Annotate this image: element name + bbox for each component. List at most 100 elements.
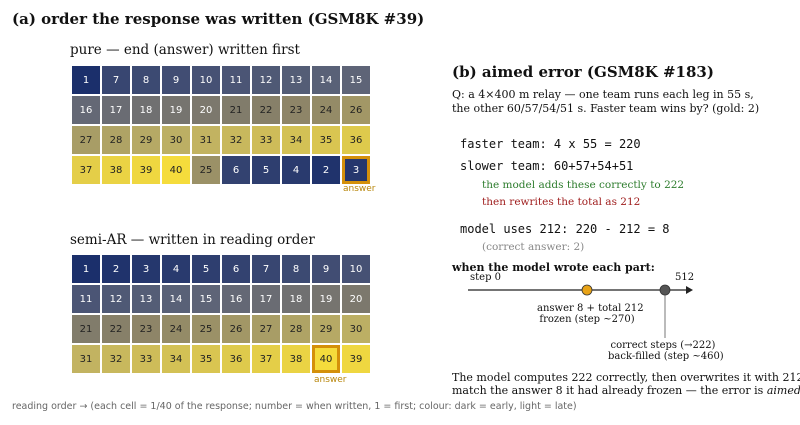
pure-grid-cell: 12: [252, 66, 280, 94]
pure-grid-cell: 5: [252, 156, 280, 184]
note-correct-sum: the model adds these correctly to 222: [482, 179, 685, 191]
semi-grid-cell: 11: [72, 285, 100, 313]
semi-grid-cell: 30: [342, 315, 370, 343]
semi-grid-cell: 9: [312, 255, 340, 283]
semi-grid-cell: 35: [192, 345, 220, 373]
marker1-line-2: frozen (step ~270): [539, 314, 635, 325]
semi-grid-cell: 36: [222, 345, 250, 373]
faster-team-line: faster team: 4 x 55 = 220: [460, 137, 641, 151]
semi-grid-cell: 1: [72, 255, 100, 283]
question-line-1: Q: a 4×400 m relay — one team runs each …: [452, 88, 754, 101]
pure-grid-cell: 22: [252, 96, 280, 124]
timeline-arrowhead: [686, 286, 693, 294]
semi-subtitle: semi-AR — written in reading order: [70, 232, 315, 248]
semi-grid-cell: 27: [252, 315, 280, 343]
pure-grid-cell: 11: [222, 66, 250, 94]
pure-grid-cell: 9: [162, 66, 190, 94]
pure-order-grid: 1 7 8 9 10 11 12 13 14 15 16 17 18 19 20 21 22 23 24 26 27 28…: [72, 66, 370, 184]
semi-grid-cell: 15: [192, 285, 220, 313]
pure-grid-cell: 3: [342, 156, 370, 184]
pure-grid-cell: 32: [222, 126, 250, 154]
marker1-line-1: answer 8 + total 212: [537, 303, 644, 314]
semi-grid-cell: 2: [102, 255, 130, 283]
pure-grid-cell: 13: [282, 66, 310, 94]
semi-grid-cell: 26: [222, 315, 250, 343]
semi-order-grid: 1 2 3 4 5 6 7 8 9 10 11 12 13 14 15 16 17 18 19 20 21 22 23 24 2…: [72, 255, 370, 373]
pure-grid-cell: 7: [102, 66, 130, 94]
semi-grid-cell: 22: [102, 315, 130, 343]
semi-grid-cell: 31: [72, 345, 100, 373]
semi-grid-cell: 19: [312, 285, 340, 313]
pure-grid-cell: 38: [102, 156, 130, 184]
semi-grid-cell: 38: [282, 345, 310, 373]
semi-grid-cell: 3: [132, 255, 160, 283]
semi-grid-cell: 18: [282, 285, 310, 313]
semi-grid-cell: 39: [342, 345, 370, 373]
pure-grid-cell: 17: [102, 96, 130, 124]
pure-grid-cell: 35: [312, 126, 340, 154]
pure-grid-cell: 27: [72, 126, 100, 154]
pure-grid-cell: 28: [102, 126, 130, 154]
pure-grid-cell: 25: [192, 156, 220, 184]
semi-grid-cell: 5: [192, 255, 220, 283]
pure-grid-cell: 23: [282, 96, 310, 124]
pure-grid-cell: 10: [192, 66, 220, 94]
pure-grid-cell: 30: [162, 126, 190, 154]
semi-grid-cell: 4: [162, 255, 190, 283]
step-end-label: 512: [675, 272, 695, 283]
semi-grid-cell: 16: [222, 285, 250, 313]
marker-backfilled: [659, 284, 671, 296]
pure-grid-cell: 2: [312, 156, 340, 184]
semi-grid-cell: 10: [342, 255, 370, 283]
pure-grid-cell: 1: [72, 66, 100, 94]
pure-grid-cell: 24: [312, 96, 340, 124]
pure-grid-cell: 34: [282, 126, 310, 154]
pure-grid-cell: 29: [132, 126, 160, 154]
conclusion-emphasis: aimed: [766, 384, 800, 397]
conclusion-line-2-pre: match the answer 8 it had already frozen…: [452, 384, 767, 397]
note-rewrite: then rewrites the total as 212: [482, 196, 641, 208]
pure-subtitle: pure — end (answer) written first: [70, 42, 300, 58]
pure-grid-cell: 19: [162, 96, 190, 124]
slower-team-line: slower team: 60+57+54+51: [460, 159, 634, 173]
pure-grid-cell: 16: [72, 96, 100, 124]
marker-frozen: [581, 284, 593, 296]
pure-grid-cell: 36: [342, 126, 370, 154]
marker2-line-1: correct steps (→222): [610, 340, 716, 351]
semi-answer-label: answer: [314, 375, 347, 385]
semi-grid-cell: 33: [132, 345, 160, 373]
semi-grid-cell: 25: [192, 315, 220, 343]
step-start-label: step 0: [470, 272, 502, 283]
semi-grid-cell: 29: [312, 315, 340, 343]
conclusion-line-1: The model computes 222 correctly, then o…: [452, 371, 800, 384]
marker1-caption: answer 8 + total 212 frozen (step ~270): [537, 303, 644, 325]
semi-grid-cell: 28: [282, 315, 310, 343]
pure-grid-cell: 14: [312, 66, 340, 94]
pure-grid-cell: 20: [192, 96, 220, 124]
semi-grid-cell: 13: [132, 285, 160, 313]
pure-grid-cell: 6: [222, 156, 250, 184]
conclusion-line-2: match the answer 8 it had already frozen…: [452, 384, 800, 397]
semi-grid-cell: 37: [252, 345, 280, 373]
semi-grid-cell: 40: [312, 345, 340, 373]
correct-answer-note: (correct answer: 2): [482, 241, 585, 253]
panel-a-title: (a) order the response was written (GSM8…: [12, 10, 425, 28]
model-uses-line: model uses 212: 220 - 212 = 8: [460, 222, 670, 236]
semi-grid-cell: 32: [102, 345, 130, 373]
pure-grid-cell: 37: [72, 156, 100, 184]
marker2-caption: correct steps (→222) back-filled (step ~…: [608, 340, 724, 362]
semi-grid-cell: 17: [252, 285, 280, 313]
semi-grid-cell: 14: [162, 285, 190, 313]
pure-grid-cell: 40: [162, 156, 190, 184]
semi-grid-cell: 6: [222, 255, 250, 283]
pure-grid-cell: 15: [342, 66, 370, 94]
semi-grid-cell: 12: [102, 285, 130, 313]
pure-grid-cell: 31: [192, 126, 220, 154]
semi-grid-cell: 21: [72, 315, 100, 343]
timeline-title: when the model wrote each part:: [452, 261, 655, 274]
semi-grid-cell: 20: [342, 285, 370, 313]
semi-grid-cell: 7: [252, 255, 280, 283]
pure-grid-cell: 33: [252, 126, 280, 154]
question-line-2: the other 60/57/54/51 s. Faster team win…: [452, 102, 760, 115]
semi-grid-cell: 8: [282, 255, 310, 283]
